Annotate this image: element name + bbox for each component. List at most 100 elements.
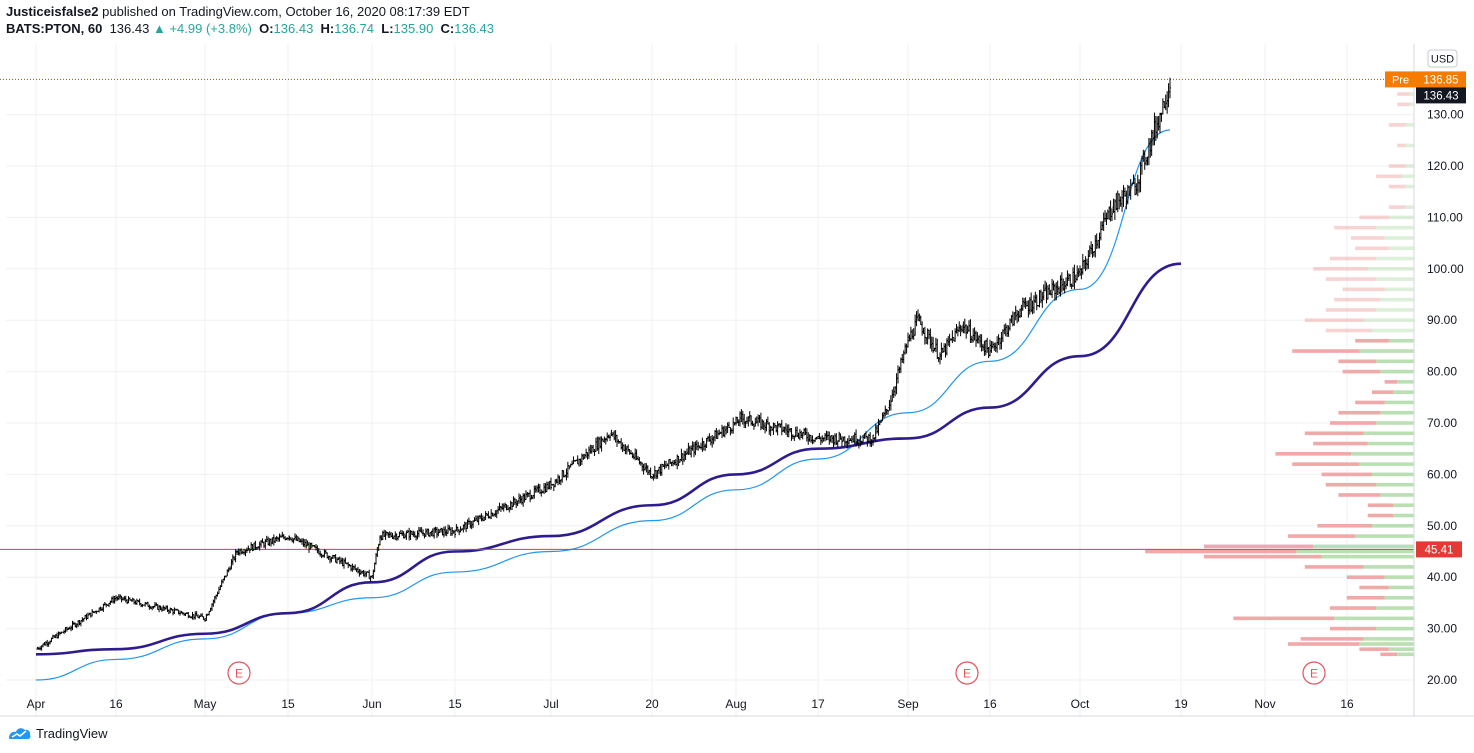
vp-down-bar (1359, 215, 1389, 220)
ma-line (35, 262, 1182, 656)
price-tick-label: 130.00 (1427, 108, 1464, 122)
vp-up-bar (1376, 482, 1414, 487)
vp-down-bar (1372, 390, 1393, 394)
vp-down-bar (1317, 524, 1372, 528)
vp-down-bar (1325, 308, 1377, 312)
price-tick-label: 20.00 (1427, 673, 1457, 687)
vp-down-bar (1388, 205, 1406, 209)
price-tick-label: 80.00 (1427, 365, 1457, 379)
high-label: H: (320, 21, 335, 36)
vp-down-bar (1397, 143, 1406, 148)
candles (36, 77, 1171, 651)
price-tick-label: 40.00 (1427, 570, 1457, 584)
currency-box[interactable] (1427, 49, 1458, 68)
earnings-circle (227, 661, 251, 685)
earnings-marker[interactable]: E (1302, 661, 1326, 685)
vp-down-bar (1351, 236, 1385, 240)
time-tick-label: 15 (448, 697, 462, 711)
vp-up-bar (1388, 647, 1414, 651)
open-label: O: (259, 21, 274, 36)
vp-up-bar (1321, 554, 1414, 559)
vp-down-bar (1384, 380, 1398, 384)
vp-up-bar (1380, 369, 1414, 374)
volume-profile (1145, 92, 1414, 657)
vp-up-bar (1363, 318, 1414, 322)
vp-up-bar (1405, 164, 1414, 168)
vp-down-bar (1325, 482, 1377, 487)
earnings-label: E (235, 667, 243, 681)
vp-down-bar (1355, 400, 1385, 405)
last-price-badge (1416, 87, 1466, 104)
vp-up-bar (1380, 297, 1414, 302)
ohlc-legend: BATS:PTON, 60 136.43 ▲ +4.99 (+3.8%) O:1… (6, 21, 494, 36)
vp-down-bar (1292, 349, 1360, 353)
vp-down-bar (1204, 544, 1314, 549)
vp-down-bar (1397, 92, 1410, 96)
vp-down-bar (1355, 338, 1389, 343)
vp-down-bar (1388, 184, 1406, 189)
earnings-marker[interactable]: E (227, 661, 251, 685)
symbol-label: BATS:PTON, 60 (6, 21, 103, 36)
earnings-marker[interactable]: E (955, 661, 979, 685)
price-tick-label: 50.00 (1427, 519, 1457, 533)
low-value: 135.90 (393, 21, 434, 36)
vp-down-bar (1338, 410, 1381, 415)
time-tick-label: 20 (645, 697, 659, 711)
vp-down-bar (1321, 472, 1372, 477)
vp-up-bar (1376, 606, 1414, 610)
vp-down-bar (1367, 513, 1393, 518)
vp-down-bar (1338, 493, 1381, 497)
vp-down-bar (1388, 164, 1406, 168)
vp-up-bar (1401, 174, 1414, 179)
tradingview-footer[interactable]: TradingView (8, 725, 108, 741)
price-badges: Pre 136.85 136.43 45.41 (1385, 71, 1466, 558)
vp-up-bar (1313, 544, 1414, 549)
vp-down-bar (1359, 647, 1389, 651)
vp-up-bar (1355, 534, 1414, 538)
premarket-tag-label: Pre (1392, 74, 1409, 86)
vp-up-bar (1397, 380, 1414, 384)
vp-up-bar (1372, 328, 1414, 333)
vp-up-bar (1405, 123, 1414, 127)
vp-up-bar (1363, 565, 1414, 569)
time-tick-label: Jul (543, 697, 558, 711)
change-value: +4.99 (+3.8%) (169, 21, 252, 36)
tradingview-brand: TradingView (36, 725, 108, 741)
last-price: 136.43 (109, 21, 150, 36)
vp-down-bar (1342, 369, 1381, 374)
vp-down-bar (1304, 431, 1364, 436)
vp-down-bar (1342, 287, 1385, 292)
time-tick-label: Jun (362, 697, 381, 711)
time-axis[interactable]: Apr 16 May 15 Jun 15 Jul 20 Aug 17 Sep 16 Oct 19 Nov 16 (27, 697, 1354, 711)
vp-up-bar (1388, 585, 1414, 590)
author-name[interactable]: Justiceisfalse2 (6, 4, 99, 19)
earnings-label: E (1310, 667, 1318, 681)
vp-down-bar (1376, 174, 1402, 179)
hline-value: 45.41 (1425, 544, 1454, 556)
time-tick-label: Sep (897, 697, 919, 711)
high-value: 136.74 (334, 21, 375, 36)
vp-up-bar (1405, 205, 1414, 209)
vp-down-bar (1204, 554, 1322, 559)
horizontal-line[interactable] (0, 78, 1414, 550)
currency-label: USD (1431, 54, 1454, 66)
vp-down-bar (1330, 626, 1377, 631)
vp-down-bar (1304, 318, 1364, 322)
vp-up-bar (1372, 472, 1414, 477)
vp-down-bar (1292, 462, 1360, 466)
last-price-value: 136.43 (1423, 90, 1458, 102)
vp-down-bar (1288, 642, 1360, 646)
price-tick-label: 30.00 (1427, 622, 1457, 636)
publish-info: Justiceisfalse2 published on TradingView… (6, 4, 470, 19)
vp-down-bar (1367, 503, 1393, 508)
vp-down-bar (1275, 452, 1351, 456)
price-axis[interactable]: 20.00 30.00 40.00 50.00 60.00 70.00 80.00 90.00… (1427, 49, 1464, 687)
vp-down-bar (1288, 534, 1356, 538)
vp-up-bar (1388, 246, 1414, 251)
vp-down-bar (1359, 585, 1389, 590)
vp-down-bar (1233, 616, 1335, 621)
price-tick-label: 70.00 (1427, 416, 1457, 430)
vp-down-bar (1334, 297, 1381, 302)
